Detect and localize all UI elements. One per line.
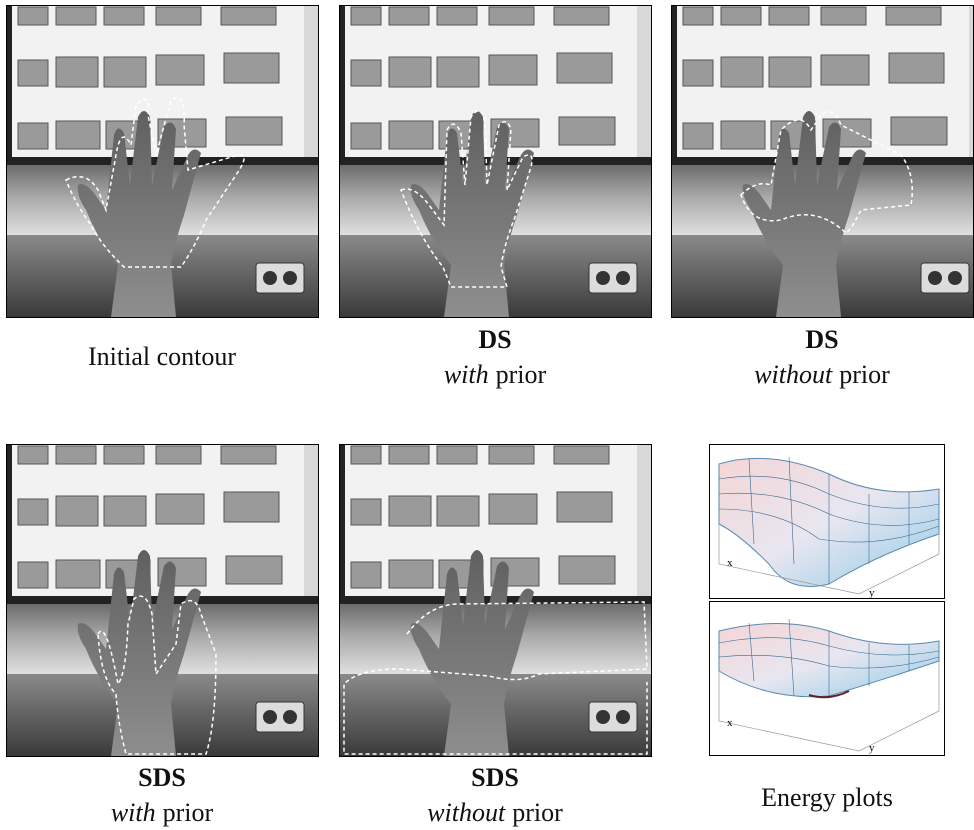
axis-label: x [727,717,733,729]
photo-initial [6,5,319,318]
energy-plot: x y [710,445,945,600]
method: DS [335,322,655,357]
photo-sds-without [339,444,652,757]
caption-text: prior [839,360,890,389]
axis-label: y [869,742,875,754]
caption-text: prior [496,360,547,389]
emph: with [111,798,156,827]
energy-plots: x y x y [709,444,946,757]
caption-text: Energy plots [761,783,893,812]
caption: Energy plots [667,780,974,815]
method: SDS [335,760,655,795]
axis-label: y [869,587,875,599]
photo-ds-without [671,5,974,318]
caption-text: prior [163,798,214,827]
method: SDS [2,760,322,795]
axis-label: x [727,557,733,569]
caption-text: prior [512,798,563,827]
page: Initial contour DSwithprior DSwithoutpri… [0,0,974,829]
caption: Initial contour [2,339,322,374]
photo-ds-with [339,5,652,318]
caption-text: Initial contour [88,342,236,371]
emph: without [427,798,505,827]
method: DS [662,322,974,357]
energy-plot: x y [710,602,945,756]
emph: without [754,360,832,389]
emph: with [444,360,489,389]
photo-sds-with [6,444,319,757]
